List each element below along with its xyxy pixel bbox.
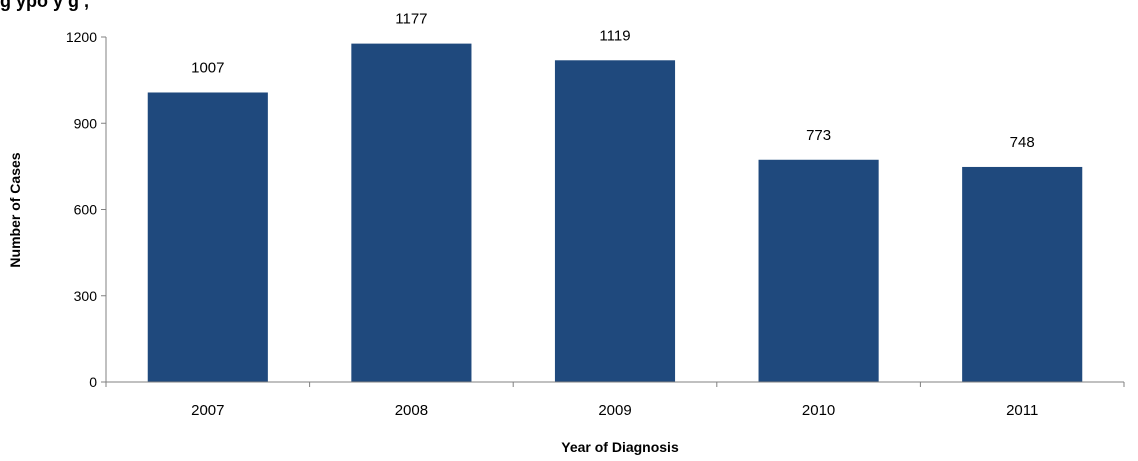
bar-2010 <box>758 159 879 382</box>
bar-2008 <box>351 43 472 383</box>
y-tick-label: 300 <box>74 288 98 304</box>
data-label-2007: 1007 <box>191 59 224 76</box>
x-axis-title: Year of Diagnosis <box>561 439 679 455</box>
data-label-2009: 1119 <box>599 27 630 44</box>
bar-2007 <box>147 92 268 383</box>
x-tick-label-2010: 2010 <box>802 402 835 419</box>
x-tick-label-2007: 2007 <box>191 402 224 419</box>
y-tick-label: 0 <box>89 374 97 390</box>
bar-2011 <box>962 166 1083 382</box>
data-label-2010: 773 <box>806 127 831 144</box>
x-axis-ticks: 2007 2008 2009 2010 2011 <box>105 382 1125 419</box>
y-axis-ticks: 0 300 600 900 1200 <box>66 29 106 390</box>
bar-2009 <box>554 60 676 382</box>
chart-title: g ypo y g , <box>0 0 90 11</box>
y-tick-label: 600 <box>74 202 98 218</box>
x-tick-label-2011: 2011 <box>1006 402 1038 419</box>
data-label-2008: 1177 <box>395 11 427 28</box>
y-tick-label: 1200 <box>66 29 97 45</box>
x-tick-label-2009: 2009 <box>598 402 631 419</box>
data-labels-group: 1007 1177 1119 773 748 <box>191 11 1035 151</box>
y-tick-label: 900 <box>74 115 98 131</box>
bars-group <box>147 43 1083 383</box>
y-axis-title: Number of Cases <box>7 152 23 267</box>
x-tick-label-2008: 2008 <box>395 402 428 419</box>
data-label-2011: 748 <box>1010 134 1035 151</box>
